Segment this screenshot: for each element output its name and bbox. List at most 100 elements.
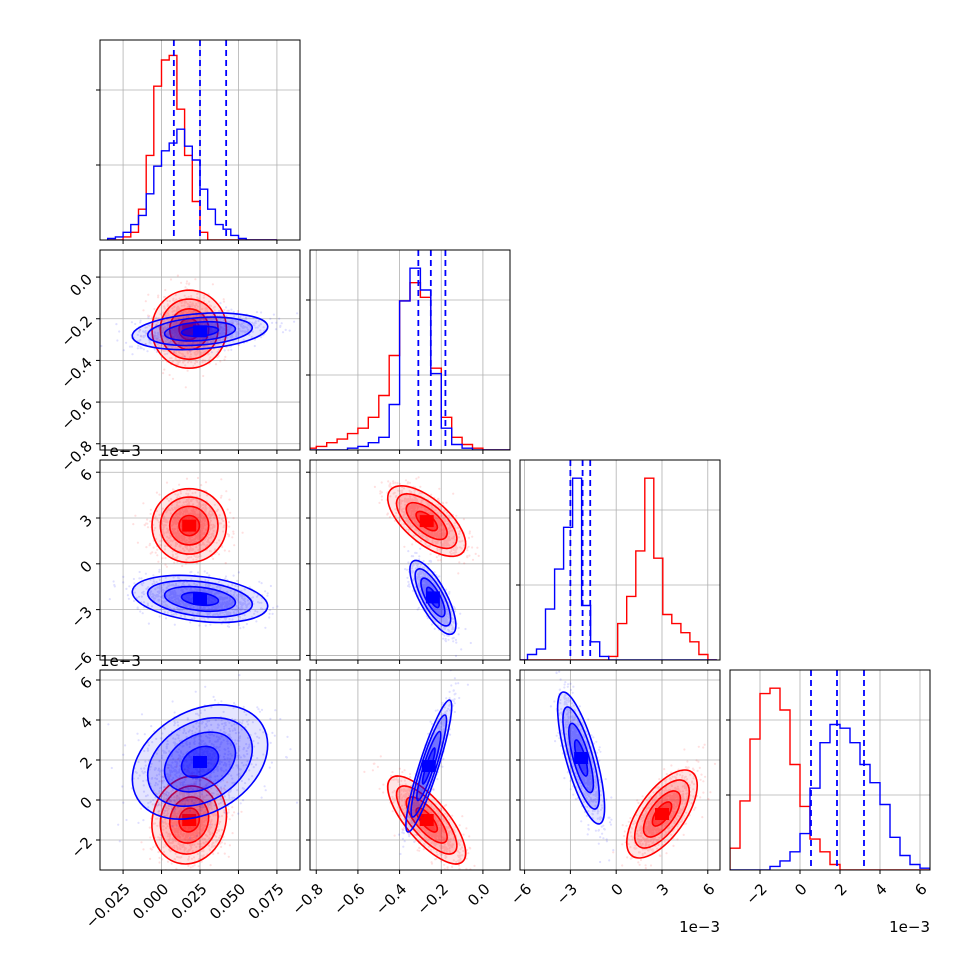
scatter-point: [176, 515, 179, 518]
scatter-point: [178, 341, 181, 344]
scatter-point: [151, 323, 154, 326]
scatter-point: [229, 335, 232, 338]
scatter-point: [219, 332, 222, 335]
scatter-point: [226, 331, 229, 334]
scatter-point: [172, 516, 175, 519]
scatter-point: [173, 300, 176, 303]
scatter-point: [209, 328, 212, 331]
scatter-point: [194, 690, 197, 693]
scatter-point: [236, 323, 239, 326]
scatter-point: [209, 329, 212, 332]
scatter-point: [200, 308, 204, 311]
scatter-point: [226, 329, 229, 332]
scatter-point: [208, 331, 212, 334]
scatter-point: [210, 327, 213, 331]
scatter-point: [166, 326, 170, 329]
scatter-point: [142, 502, 145, 505]
scatter-point: [178, 483, 181, 486]
scatter-point: [174, 541, 178, 544]
scatter-point: [241, 326, 244, 329]
scatter-point: [190, 539, 193, 543]
scatter-point: [161, 335, 164, 338]
scatter-point: [186, 350, 189, 354]
scatter-point: [224, 327, 227, 331]
scatter-point: [228, 550, 231, 553]
scatter-point: [202, 359, 205, 362]
scatter-point: [176, 327, 179, 330]
scatter-point: [212, 335, 215, 338]
scatter-point: [173, 329, 176, 332]
scatter-point: [184, 364, 187, 367]
scatter-point: [201, 361, 204, 364]
scatter-point: [228, 525, 231, 528]
scatter-point: [165, 481, 169, 484]
scatter-point: [191, 345, 194, 348]
scatter-point: [194, 353, 197, 356]
scatter-point: [202, 374, 205, 378]
scatter-point: [212, 318, 215, 321]
scatter-point: [170, 329, 173, 332]
scatter-point: [223, 332, 226, 335]
scatter-point: [203, 350, 206, 353]
density-peak: [182, 323, 197, 336]
scatter-point: [221, 326, 224, 329]
scatter-point: [223, 308, 226, 312]
scatter-point: [175, 329, 178, 332]
scatter-point: [180, 337, 183, 340]
scatter-point: [220, 331, 223, 334]
scatter-point: [260, 311, 263, 314]
scatter-point: [167, 529, 170, 532]
scatter-point: [204, 322, 207, 325]
scatter-point: [183, 549, 186, 552]
density-peak: [193, 325, 207, 338]
scatter-point: [156, 343, 160, 346]
scatter-point: [207, 331, 210, 335]
scatter-point: [230, 326, 233, 329]
scatter-point: [148, 314, 151, 318]
scatter-point: [174, 534, 177, 538]
scatter-point: [188, 359, 191, 362]
scatter-point: [166, 345, 169, 348]
scatter-point: [174, 327, 177, 330]
scatter-point: [187, 512, 190, 515]
scatter-point: [256, 706, 259, 709]
scatter-point: [136, 541, 139, 544]
scatter-point: [176, 274, 179, 277]
scatter-point: [191, 310, 194, 314]
scatter-point: [139, 338, 142, 342]
density-peak: [182, 519, 197, 532]
scatter-point: [198, 513, 201, 516]
scatter-point: [192, 315, 195, 318]
scatter-point: [236, 579, 239, 583]
scatter-point: [171, 360, 175, 363]
scatter-point: [159, 540, 162, 543]
scatter-point: [193, 362, 197, 365]
scatter-point: [157, 560, 160, 563]
scatter-point: [182, 501, 185, 504]
scatter-point: [280, 322, 283, 325]
scatter-point: [157, 336, 160, 339]
scatter-point: [175, 359, 178, 362]
scatter-point: [153, 335, 156, 338]
scatter-point: [169, 340, 172, 343]
scatter-point: [202, 342, 205, 345]
scatter-point: [198, 502, 201, 505]
scatter-point: [139, 345, 142, 348]
scatter-point: [195, 314, 198, 317]
scatter-point: [191, 337, 194, 340]
scatter-point: [194, 341, 197, 344]
scatter-point: [122, 581, 125, 584]
scatter-point: [215, 323, 218, 326]
scatter-point: [260, 331, 263, 335]
scatter-point: [175, 327, 179, 330]
scatter-point: [217, 339, 220, 342]
scatter-point: [144, 343, 147, 346]
scatter-point: [195, 303, 198, 307]
scatter-point: [200, 353, 203, 356]
scatter-point: [176, 330, 179, 333]
scatter-point: [216, 322, 219, 325]
scatter-point: [165, 349, 168, 352]
scatter-point: [237, 343, 241, 347]
scatter-point: [172, 336, 175, 339]
scatter-point: [271, 612, 274, 616]
